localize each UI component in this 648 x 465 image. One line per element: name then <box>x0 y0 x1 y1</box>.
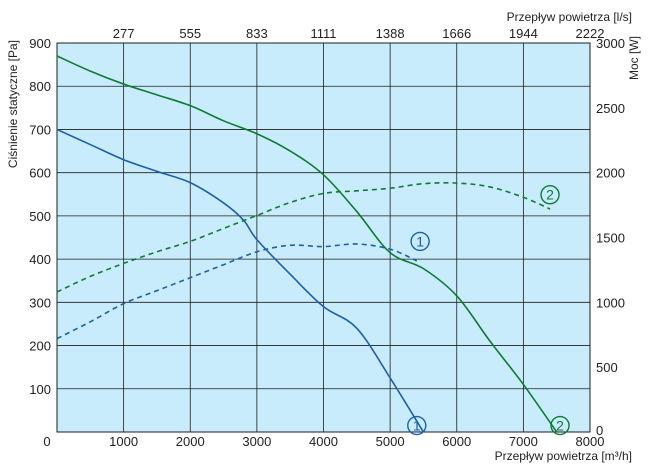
y-tick-right-1: 500 <box>596 360 618 375</box>
y-tick-left-4: 500 <box>29 209 51 224</box>
curve-label-0: 1 <box>407 415 427 436</box>
y-tick-left-2: 300 <box>29 295 51 310</box>
curve-label-circle <box>550 415 570 436</box>
y-tick-left-3: 400 <box>29 252 51 267</box>
series-power-curve-1 <box>56 243 418 340</box>
x-tick-bottom-3: 3000 <box>242 434 271 449</box>
y-tick-left-7: 800 <box>29 79 51 94</box>
curve-label-2: 1 <box>410 231 430 252</box>
curve-labels: 1 2 1 2 <box>407 185 570 436</box>
x-tick-top-1: 555 <box>179 26 201 41</box>
x-tick-bottom-8: 8000 <box>576 434 605 449</box>
curve-label-text: 1 <box>413 418 421 434</box>
x-tick-top-5: 1666 <box>442 26 471 41</box>
x-tick-top-7: 2222 <box>576 26 605 41</box>
curve-label-text: 1 <box>416 233 424 249</box>
curve-label-3: 2 <box>540 185 560 205</box>
y-tick-right-5: 2500 <box>596 101 625 116</box>
x-tick-bottom-0: 0 <box>43 434 50 449</box>
y-axis-title-right: Moc [W] <box>627 36 641 80</box>
y-tick-right-3: 1500 <box>596 231 625 246</box>
y-axis-title-left: Ciśnienie statyczne [Pa] <box>6 40 20 168</box>
grid-lines <box>57 43 590 432</box>
x-tick-top-4: 1388 <box>376 26 405 41</box>
curve-label-circle <box>407 415 427 436</box>
y-tick-left-8: 900 <box>29 36 51 51</box>
curve-label-circle <box>410 231 430 252</box>
curve-label-circle <box>540 185 560 205</box>
curve-label-text: 2 <box>556 418 564 434</box>
x-axis-title-top: Przepływ powietrza [l/s] <box>507 10 632 24</box>
x-tick-bottom-7: 7000 <box>509 434 538 449</box>
y-tick-left-1: 200 <box>29 339 51 354</box>
x-tick-bottom-4: 4000 <box>309 434 338 449</box>
x-tick-top-0: 277 <box>113 26 135 41</box>
y-tick-right-4: 2000 <box>596 166 625 181</box>
x-axis-title-bottom: Przepływ powietrza [m³/h] <box>495 449 632 463</box>
x-tick-bottom-2: 2000 <box>176 434 205 449</box>
x-tick-bottom-5: 5000 <box>376 434 405 449</box>
y-tick-right-0: 0 <box>596 423 603 438</box>
curve-label-1: 2 <box>550 415 570 436</box>
series-layer <box>56 55 558 433</box>
series-pressure-curve-2 <box>56 55 558 433</box>
y-tick-right-2: 1000 <box>596 295 625 310</box>
y-tick-left-0: 100 <box>29 382 51 397</box>
x-tick-bottom-1: 1000 <box>109 434 138 449</box>
y-tick-right-6: 3000 <box>596 36 625 51</box>
y-tick-left-6: 700 <box>29 122 51 137</box>
x-tick-top-6: 1944 <box>509 26 538 41</box>
x-tick-bottom-6: 6000 <box>442 434 471 449</box>
curve-label-text: 2 <box>546 187 554 203</box>
x-tick-top-3: 1111 <box>310 26 336 41</box>
series-power-curve-2 <box>56 181 551 293</box>
y-tick-left-5: 600 <box>29 166 51 181</box>
x-tick-top-2: 833 <box>246 26 268 41</box>
